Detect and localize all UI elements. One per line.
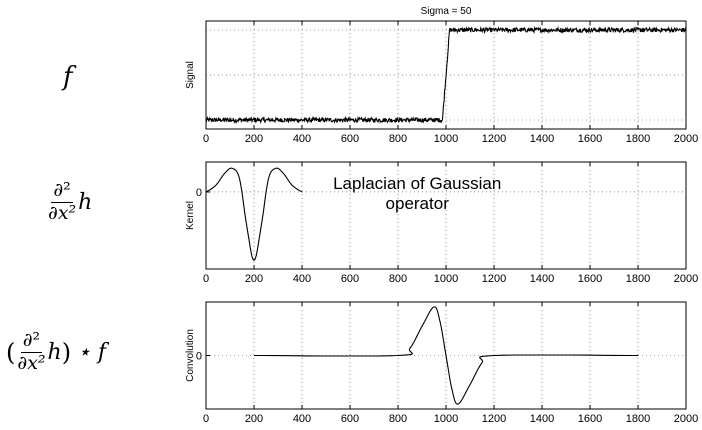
- x-tick-label: 2000: [674, 413, 698, 425]
- y-axis-label: Kernel: [185, 201, 196, 230]
- x-tick-label: 1600: [578, 133, 602, 145]
- fraction-numerator: ∂²: [51, 179, 73, 203]
- x-tick-label: 800: [389, 273, 407, 285]
- x-tick-label: 1200: [482, 133, 506, 145]
- x-tick-label: 400: [293, 413, 311, 425]
- x-tick-label: 600: [341, 133, 359, 145]
- x-tick-label: 1000: [434, 273, 458, 285]
- series-line: [205, 25, 687, 125]
- x-tick-label: 1000: [434, 133, 458, 145]
- y-axis-label: Convolution: [185, 329, 196, 382]
- x-tick-label: 2000: [674, 133, 698, 145]
- x-tick-label: 1400: [530, 413, 554, 425]
- open-paren: (: [6, 338, 16, 367]
- chart-annotation: Laplacian of Gaussian: [333, 174, 501, 193]
- chart-1: Sigma = 50 0 200 400 600 800 1000 1200 1400 1600 1…: [185, 6, 698, 145]
- x-tick-label: 1400: [530, 133, 554, 145]
- x-tick-label: 0: [203, 273, 209, 285]
- formula-h: h: [47, 339, 62, 365]
- chart-3: 0 200 400 600 800 1000 1200 1400 1600 1800 20000Co…: [185, 301, 698, 425]
- x-tick-label: 600: [341, 413, 359, 425]
- star-f: ⋆ f: [77, 339, 107, 365]
- fraction: ∂² ∂x²: [46, 179, 78, 225]
- x-tick-label: 200: [245, 133, 263, 145]
- chart-annotation: operator: [386, 194, 450, 213]
- formula-f-text: f: [63, 62, 73, 92]
- x-tick-label: 200: [245, 413, 263, 425]
- formula-second-derivative-h: ∂² ∂x² h: [46, 179, 93, 225]
- x-tick-label: 600: [341, 273, 359, 285]
- x-tick-label: 1200: [482, 413, 506, 425]
- fraction-denominator: ∂x²: [48, 201, 77, 224]
- y-tick-label: 0: [196, 187, 202, 199]
- close-paren: ): [61, 338, 72, 367]
- x-tick-label: 1000: [434, 413, 458, 425]
- chart-2: 0 200 400 600 800 1000 1200 1400 1600 1800 20000Ke…: [185, 161, 698, 285]
- x-tick-label: 1400: [530, 273, 554, 285]
- x-tick-label: 1800: [626, 273, 650, 285]
- chart-title: Sigma = 50: [421, 6, 472, 17]
- formula-convolution: ( ∂² ∂x² h) ⋆ f: [6, 329, 107, 375]
- x-tick-label: 1600: [578, 413, 602, 425]
- x-tick-label: 1800: [626, 133, 650, 145]
- fraction-denominator: ∂x²: [17, 351, 46, 374]
- x-tick-label: 800: [389, 413, 407, 425]
- x-tick-label: 800: [389, 133, 407, 145]
- formula-h: h: [78, 189, 93, 215]
- fraction: ∂² ∂x²: [15, 329, 47, 375]
- x-tick-label: 400: [293, 133, 311, 145]
- x-tick-label: 1200: [482, 273, 506, 285]
- series-line: [205, 167, 303, 262]
- x-tick-label: 1800: [626, 413, 650, 425]
- y-axis-label: Signal: [185, 61, 196, 89]
- x-tick-label: 0: [203, 133, 209, 145]
- x-tick-label: 200: [245, 273, 263, 285]
- series-line: [254, 306, 638, 405]
- y-tick-label: 0: [196, 351, 202, 363]
- x-tick-label: 1600: [578, 273, 602, 285]
- x-tick-label: 2000: [674, 273, 698, 285]
- x-tick-label: 0: [203, 413, 209, 425]
- x-tick-label: 400: [293, 273, 311, 285]
- fraction-numerator: ∂²: [20, 329, 43, 353]
- formula-f: f: [63, 62, 73, 92]
